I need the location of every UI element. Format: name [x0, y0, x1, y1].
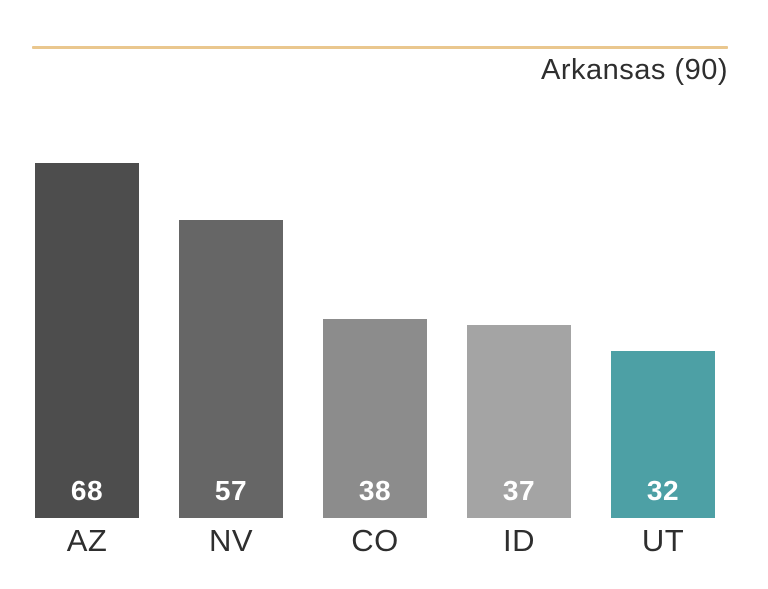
- bar-value-label: 38: [358, 475, 392, 506]
- reference-line-label: Arkansas (90): [540, 54, 728, 86]
- reference-line: [32, 46, 728, 49]
- bar-category-label: CO: [351, 523, 399, 558]
- bar-group-ID: 37 ID: [467, 0, 571, 556]
- bar-group-UT: 32 UT: [611, 0, 715, 556]
- bar-category-label: UT: [641, 523, 685, 558]
- bar-group-CO: 38 CO: [323, 0, 427, 556]
- bar-category-label: ID: [503, 523, 535, 558]
- bar-NV: 57: [179, 220, 283, 518]
- bar-value-label: 32: [646, 475, 680, 506]
- bar-group-NV: 57 NV: [179, 0, 283, 556]
- bar-ID: 37: [467, 325, 571, 518]
- bar-UT: 32: [611, 351, 715, 518]
- bar-value-label: 57: [214, 475, 248, 506]
- bar-AZ: 68: [35, 163, 139, 518]
- bar-category-label: NV: [208, 523, 254, 558]
- bar-value-label: 68: [70, 475, 104, 506]
- bars-container: 68 AZ 57 NV 38 CO 37 ID 32 UT: [35, 0, 715, 556]
- bar-group-AZ: 68 AZ: [35, 0, 139, 556]
- bar-CO: 38: [323, 319, 427, 518]
- bar-category-label: AZ: [66, 523, 108, 558]
- bar-value-label: 37: [502, 475, 536, 506]
